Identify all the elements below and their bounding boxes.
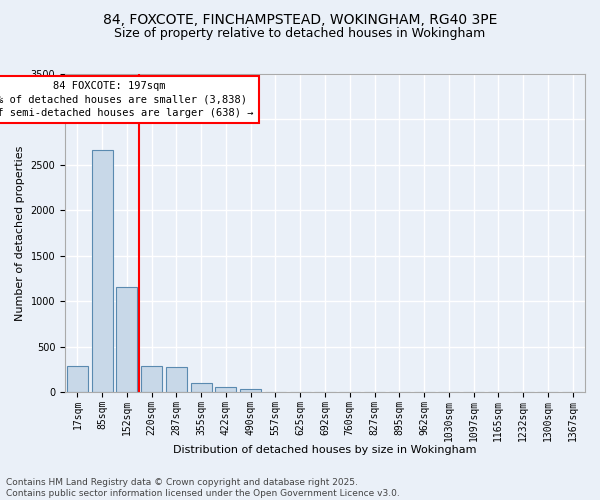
Text: 84 FOXCOTE: 197sqm
← 86% of detached houses are smaller (3,838)
14% of semi-deta: 84 FOXCOTE: 197sqm ← 86% of detached hou… bbox=[0, 82, 253, 118]
X-axis label: Distribution of detached houses by size in Wokingham: Distribution of detached houses by size … bbox=[173, 445, 477, 455]
Text: 84, FOXCOTE, FINCHAMPSTEAD, WOKINGHAM, RG40 3PE: 84, FOXCOTE, FINCHAMPSTEAD, WOKINGHAM, R… bbox=[103, 12, 497, 26]
Bar bbox=[215, 387, 236, 392]
Bar bbox=[92, 150, 113, 392]
Bar bbox=[240, 388, 261, 392]
Y-axis label: Number of detached properties: Number of detached properties bbox=[15, 146, 25, 320]
Bar bbox=[67, 366, 88, 392]
Bar bbox=[166, 366, 187, 392]
Bar bbox=[141, 366, 162, 392]
Text: Size of property relative to detached houses in Wokingham: Size of property relative to detached ho… bbox=[115, 28, 485, 40]
Text: Contains HM Land Registry data © Crown copyright and database right 2025.
Contai: Contains HM Land Registry data © Crown c… bbox=[6, 478, 400, 498]
Bar bbox=[191, 383, 212, 392]
Bar bbox=[116, 287, 137, 392]
